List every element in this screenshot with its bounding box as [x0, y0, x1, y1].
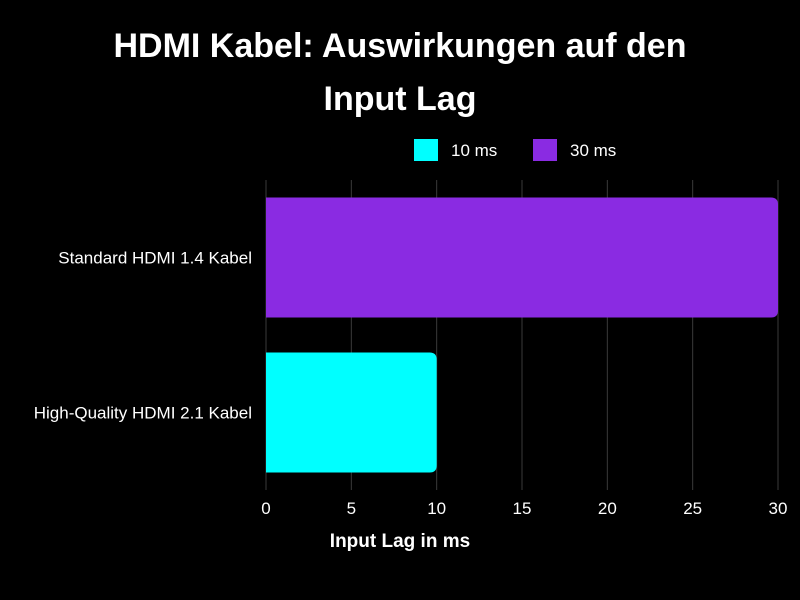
legend-label-0: 10 ms [451, 141, 497, 160]
legend: 10 ms 30 ms [414, 139, 616, 161]
chart-title-line-2: Input Lag [324, 80, 477, 118]
x-tick-label-6: 30 [769, 499, 788, 518]
x-tick-label-2: 10 [427, 499, 446, 518]
category-labels: Standard HDMI 1.4 Kabel High-Quality HDMI… [34, 249, 252, 423]
x-axis-title: Input Lag in ms [330, 531, 470, 552]
category-label-1: High-Quality HDMI 2.1 Kabel [34, 404, 252, 423]
x-tick-label-0: 0 [261, 499, 270, 518]
legend-label-1: 30 ms [570, 141, 616, 160]
chart-title-line-1: HDMI Kabel: Auswirkungen auf den [113, 27, 686, 65]
legend-swatch-1 [533, 139, 557, 161]
x-tick-label-4: 20 [598, 499, 617, 518]
x-tick-label-5: 25 [683, 499, 702, 518]
category-label-0: Standard HDMI 1.4 Kabel [58, 249, 252, 268]
bar-1 [266, 352, 437, 473]
bar-0 [266, 197, 778, 318]
x-axis-ticks: 0 5 10 15 20 25 30 [261, 499, 787, 518]
bars [266, 197, 778, 473]
x-tick-label-1: 5 [347, 499, 356, 518]
x-tick-label-3: 15 [513, 499, 532, 518]
legend-swatch-0 [414, 139, 438, 161]
